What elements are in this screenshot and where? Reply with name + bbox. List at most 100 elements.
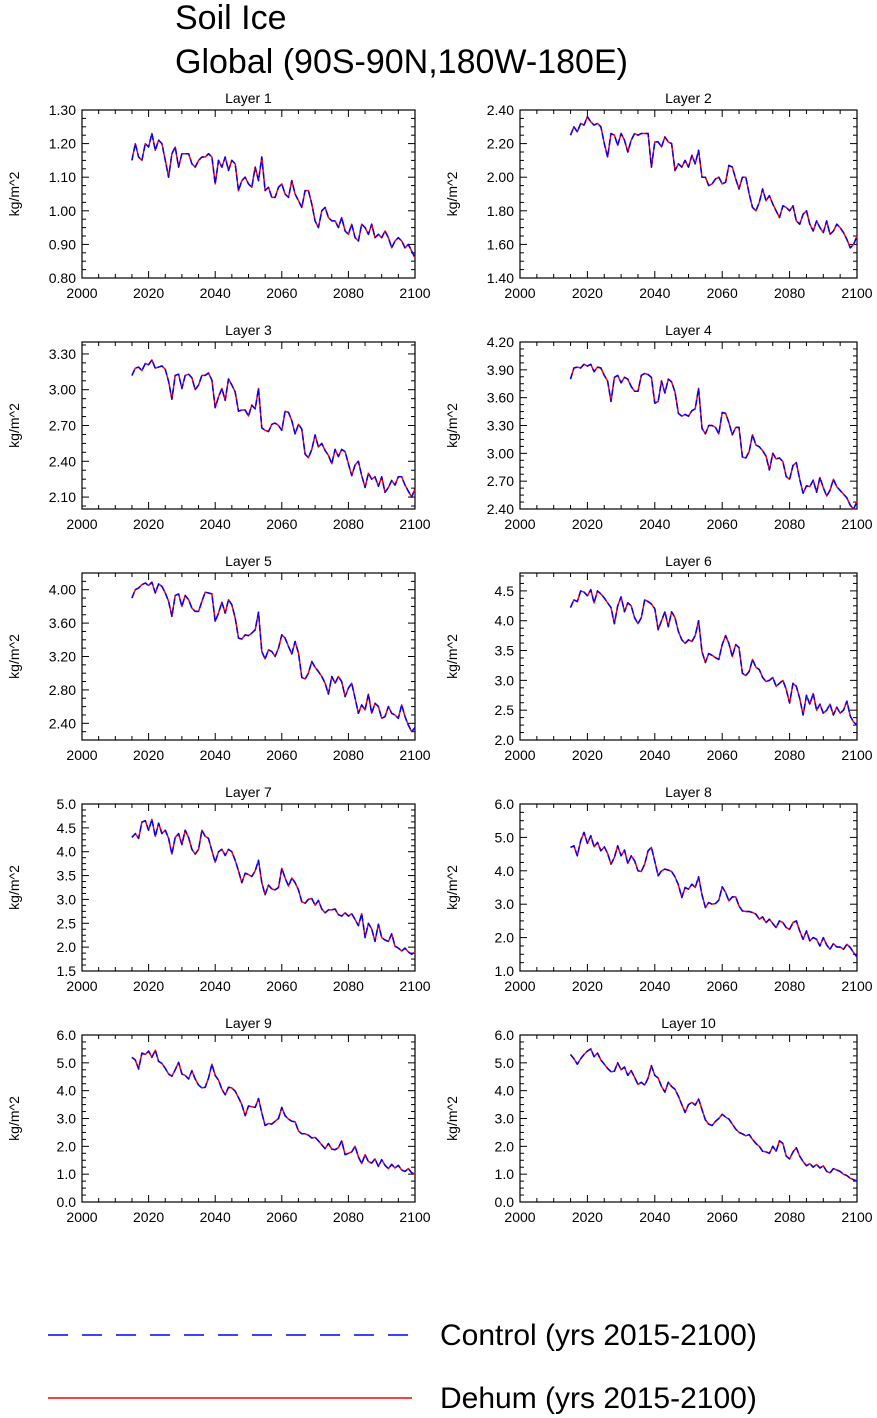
- y-axis-label: kg/m^2: [444, 634, 460, 679]
- panel-title: Layer 1: [225, 90, 272, 106]
- y-axis-label: kg/m^2: [6, 1096, 22, 1141]
- x-tick-label: 2080: [774, 978, 805, 994]
- x-tick-label: 2020: [572, 1209, 603, 1225]
- x-tick-label: 2040: [200, 747, 231, 763]
- y-tick-label: 3.60: [487, 390, 514, 406]
- y-tick-label: 3.5: [495, 643, 515, 659]
- x-tick-label: 2020: [133, 1209, 164, 1225]
- series-control-line: [131, 581, 416, 733]
- panel-title: Layer 3: [225, 322, 272, 338]
- y-tick-label: 3.0: [495, 1111, 515, 1127]
- series-control-line: [569, 115, 858, 249]
- y-tick-label: 3.0: [495, 896, 515, 912]
- x-tick-label: 2100: [841, 747, 872, 763]
- y-tick-label: 3.00: [487, 445, 514, 461]
- panel-layer-2: Layer 2 kg/m^2 2000 2020 2040 2060 2080 2100 1.4…: [444, 90, 873, 301]
- series-dehum-line: [131, 1049, 416, 1175]
- y-tick-label: 0.0: [57, 1194, 77, 1210]
- x-tick-label: 2040: [200, 285, 231, 301]
- x-tick-label: 2080: [774, 285, 805, 301]
- x-tick-label: 2020: [572, 516, 603, 532]
- y-tick-label: 6.0: [495, 1027, 515, 1043]
- x-tick-label: 2080: [333, 978, 364, 994]
- x-tick-label: 2000: [504, 285, 535, 301]
- x-tick-label: 2100: [841, 978, 872, 994]
- series-control-line: [131, 132, 416, 259]
- x-tick-label: 2020: [133, 978, 164, 994]
- plot-frame: [81, 572, 416, 741]
- figure-title-line2: Global (90S-90N,180W-180E): [175, 43, 628, 81]
- y-tick-label: 1.80: [487, 203, 514, 219]
- x-tick-label: 2080: [774, 747, 805, 763]
- panel-layer-10: Layer 10 kg/m^2 2000 2020 2040 2060 2080 2100 0.…: [444, 1015, 873, 1225]
- panel-layer-6: Layer 6 kg/m^2 2000 2020 2040 2060 2080 2100 2.0…: [444, 553, 873, 763]
- y-tick-label: 1.40: [487, 270, 514, 286]
- x-tick-label: 2020: [133, 516, 164, 532]
- panel-title: Layer 8: [665, 784, 712, 800]
- plot-frame: [519, 1034, 858, 1203]
- y-tick-label: 2.70: [49, 418, 76, 434]
- y-axis-label: kg/m^2: [6, 865, 22, 910]
- panel-title: Layer 6: [665, 553, 712, 569]
- x-tick-label: 2000: [504, 747, 535, 763]
- series-control-line: [131, 359, 416, 498]
- plot-frame: [81, 803, 416, 972]
- x-tick-label: 2060: [707, 516, 738, 532]
- x-tick-label: 2060: [266, 1209, 297, 1225]
- y-tick-label: 2.10: [49, 489, 76, 505]
- x-tick-label: 2040: [639, 516, 670, 532]
- y-tick-label: 2.00: [487, 169, 514, 185]
- y-tick-label: 4.0: [495, 1083, 515, 1099]
- y-tick-label: 1.30: [49, 102, 76, 118]
- y-tick-label: 2.80: [49, 682, 76, 698]
- figure-title-line1: Soil Ice: [175, 0, 287, 37]
- panel-layer-1: Layer 1 kg/m^2 2000 2020 2040 2060 2080 2100 0.8…: [6, 90, 431, 301]
- x-tick-label: 2040: [200, 978, 231, 994]
- y-tick-label: 2.40: [49, 453, 76, 469]
- y-tick-label: 0.80: [49, 270, 76, 286]
- plot-frame: [81, 109, 416, 279]
- panel-layer-7: Layer 7 kg/m^2 2000 2020 2040 2060 2080 2100 1.5…: [6, 784, 431, 994]
- x-tick-label: 2040: [639, 978, 670, 994]
- plot-frame: [519, 341, 858, 510]
- y-tick-label: 4.0: [57, 844, 77, 860]
- y-tick-label: 5.0: [57, 796, 77, 812]
- x-tick-label: 2000: [66, 516, 97, 532]
- series-dehum-line: [131, 132, 416, 259]
- panel-title: Layer 4: [665, 322, 712, 338]
- x-tick-label: 2040: [200, 1209, 231, 1225]
- x-tick-label: 2000: [66, 1209, 97, 1225]
- y-tick-label: 1.0: [495, 963, 515, 979]
- y-tick-label: 6.0: [57, 1027, 77, 1043]
- y-tick-label: 2.40: [49, 715, 76, 731]
- y-tick-label: 3.90: [487, 362, 514, 378]
- y-tick-label: 4.0: [495, 863, 515, 879]
- x-tick-label: 2040: [200, 516, 231, 532]
- x-tick-label: 2080: [774, 516, 805, 532]
- panel-layer-4: Layer 4 kg/m^2 2000 2020 2040 2060 2080 2100 2.4…: [444, 322, 873, 532]
- y-tick-label: 2.5: [57, 915, 77, 931]
- panel-layer-5: Layer 5 kg/m^2 2000 2020 2040 2060 2080 2100 2.4…: [6, 553, 431, 763]
- x-tick-label: 2060: [266, 978, 297, 994]
- legend: Control (yrs 2015-2100) Dehum (yrs 2015-…: [48, 1319, 757, 1415]
- y-tick-label: 2.20: [487, 136, 514, 152]
- x-tick-label: 2080: [333, 516, 364, 532]
- x-tick-label: 2100: [399, 285, 430, 301]
- x-tick-label: 2060: [707, 978, 738, 994]
- y-tick-label: 3.00: [49, 382, 76, 398]
- x-tick-label: 2020: [572, 978, 603, 994]
- x-tick-label: 2000: [504, 978, 535, 994]
- x-tick-label: 2020: [572, 747, 603, 763]
- y-axis-label: kg/m^2: [6, 403, 22, 448]
- y-tick-label: 3.30: [49, 346, 76, 362]
- y-tick-label: 3.0: [57, 1111, 77, 1127]
- y-tick-label: 2.0: [495, 1138, 515, 1154]
- y-tick-label: 0.0: [495, 1194, 515, 1210]
- panel-title: Layer 2: [665, 90, 712, 106]
- x-tick-label: 2060: [266, 516, 297, 532]
- panel-layer-3: Layer 3 kg/m^2 2000 2020 2040 2060 2080 2100 2.1…: [6, 322, 431, 532]
- y-tick-label: 3.0: [57, 891, 77, 907]
- y-tick-label: 5.0: [57, 1055, 77, 1071]
- y-tick-label: 2.70: [487, 473, 514, 489]
